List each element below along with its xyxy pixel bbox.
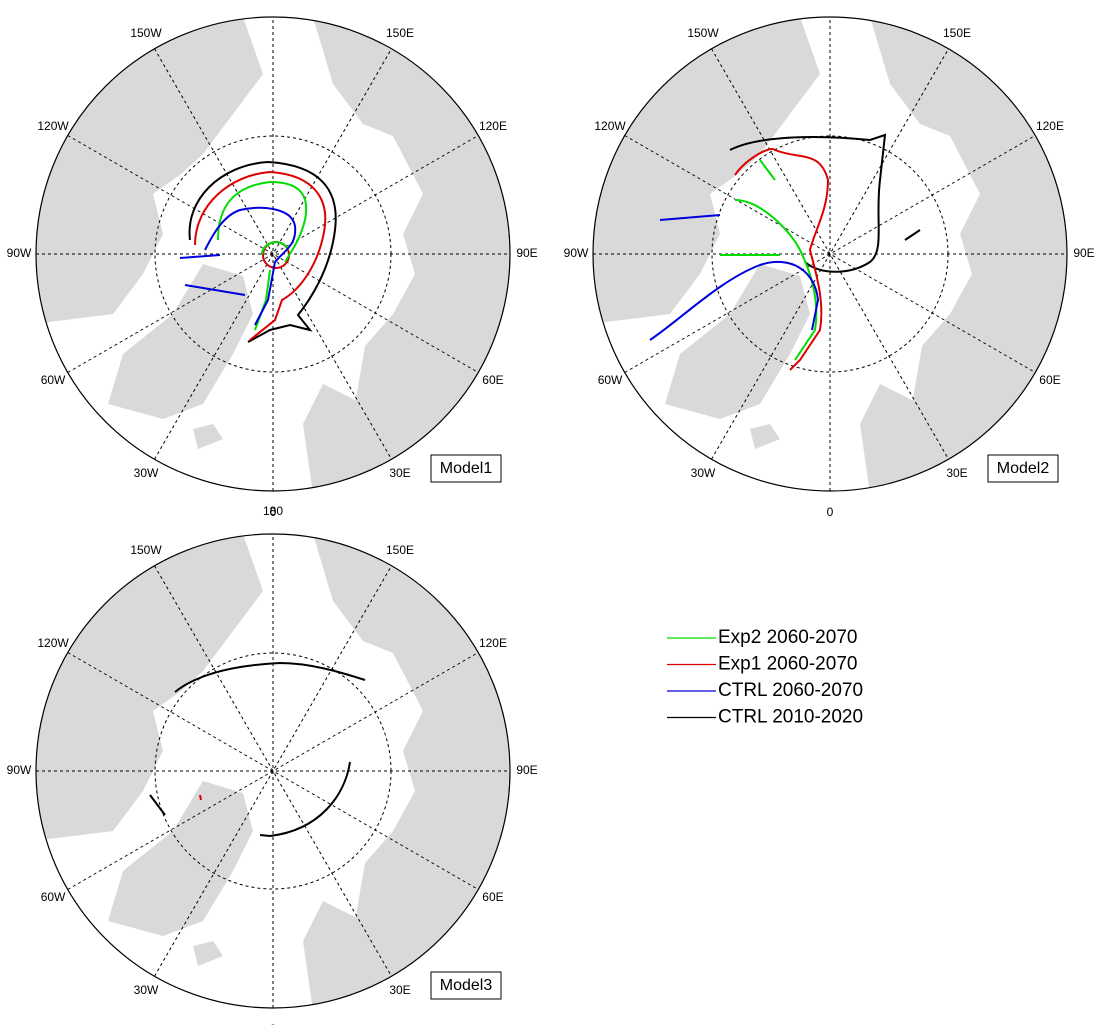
longitude-label: 60W bbox=[598, 373, 623, 387]
panel-label: Model1 bbox=[440, 460, 493, 477]
panel-label: Model3 bbox=[440, 977, 493, 994]
legend-label: Exp2 2060-2070 bbox=[718, 627, 857, 648]
contour bbox=[729, 133, 921, 273]
longitude-label: 150E bbox=[386, 26, 414, 40]
longitude-label: 150W bbox=[130, 26, 162, 40]
contour bbox=[179, 206, 297, 326]
map-boundary bbox=[35, 16, 511, 492]
contours-model1 bbox=[179, 160, 337, 343]
contour bbox=[199, 794, 202, 801]
meridian bbox=[711, 48, 949, 460]
meridian bbox=[154, 48, 392, 460]
meridian bbox=[624, 135, 1036, 373]
meridian bbox=[154, 565, 392, 977]
longitude-label: 90E bbox=[516, 246, 537, 260]
longitude-label: 0 bbox=[270, 1022, 277, 1025]
contours-model3 bbox=[149, 661, 366, 838]
map-boundary bbox=[35, 533, 511, 1009]
longitude-label: 0 bbox=[827, 505, 834, 519]
map-panel: 180 150E 120E 90E 60E 30E 0 30W 60W 90W 120W 150W Mo… bbox=[564, 0, 1095, 519]
longitude-label: 120W bbox=[37, 119, 69, 133]
longitude-label: 0 bbox=[270, 505, 277, 519]
map-boundary bbox=[592, 16, 1068, 492]
meridian bbox=[67, 652, 479, 890]
longitude-label: 90W bbox=[564, 246, 589, 260]
longitude-label: 120E bbox=[1036, 119, 1064, 133]
meridian bbox=[154, 48, 392, 460]
contour bbox=[188, 160, 337, 343]
longitude-label: 120E bbox=[479, 636, 507, 650]
longitude-label: 90E bbox=[516, 763, 537, 777]
longitude-label: 120W bbox=[594, 119, 626, 133]
panels: 180 150E 120E 90E 60E 30E 0 30W 60W 90W 120W 150W Mo… bbox=[7, 0, 1095, 1025]
panel-label-box bbox=[430, 971, 502, 1000]
longitude-label: 30E bbox=[946, 466, 967, 480]
panel-label: Model2 bbox=[997, 460, 1050, 477]
longitude-label: 30E bbox=[389, 983, 410, 997]
longitude-label: 60E bbox=[482, 890, 503, 904]
legend: Exp2 2060-2070 Exp1 2060-2070 CTRL 2060-20… bbox=[667, 627, 863, 728]
map-panel: 180 150E 120E 90E 60E 30E 0 30W 60W 90W 120W 150W Mo… bbox=[7, 504, 538, 1025]
longitude-label: 180 bbox=[263, 504, 283, 518]
meridian bbox=[154, 565, 392, 977]
longitude-label: 90E bbox=[1073, 246, 1094, 260]
contour bbox=[149, 661, 366, 838]
meridian bbox=[711, 48, 949, 460]
meridian bbox=[624, 135, 1036, 373]
longitude-label: 60W bbox=[41, 373, 66, 387]
map-panel: 180 150E 120E 90E 60E 30E 0 30W 60W 90W 120W 150W Mo… bbox=[7, 0, 538, 519]
meridian bbox=[67, 652, 479, 890]
longitude-label: 60E bbox=[1039, 373, 1060, 387]
longitude-label: 90W bbox=[7, 763, 32, 777]
longitude-label: 150E bbox=[943, 26, 971, 40]
contour bbox=[734, 148, 830, 371]
longitude-label: 60E bbox=[482, 373, 503, 387]
legend-label: Exp1 2060-2070 bbox=[718, 654, 857, 675]
longitude-label: 150W bbox=[687, 26, 719, 40]
longitude-label: 120W bbox=[37, 636, 69, 650]
meridian bbox=[67, 135, 479, 373]
longitude-label: 30W bbox=[691, 466, 716, 480]
longitude-label: 120E bbox=[479, 119, 507, 133]
longitude-label: 180 bbox=[263, 0, 283, 1]
legend-label: CTRL 2010-2020 bbox=[718, 707, 863, 728]
contours-model2 bbox=[649, 133, 921, 371]
contour bbox=[649, 214, 820, 341]
longitude-label: 150E bbox=[386, 543, 414, 557]
longitude-label: 30W bbox=[134, 466, 159, 480]
contour bbox=[194, 170, 327, 341]
longitude-label: 60W bbox=[41, 890, 66, 904]
legend-label: CTRL 2060-2070 bbox=[718, 680, 863, 701]
longitude-label: 90W bbox=[7, 246, 32, 260]
longitude-label: 30E bbox=[389, 466, 410, 480]
meridian bbox=[67, 135, 479, 373]
longitude-label: 180 bbox=[820, 0, 840, 1]
panel-label-box bbox=[987, 454, 1059, 483]
longitude-label: 150W bbox=[130, 543, 162, 557]
longitude-label: 30W bbox=[134, 983, 159, 997]
panel-label-box bbox=[430, 454, 502, 483]
